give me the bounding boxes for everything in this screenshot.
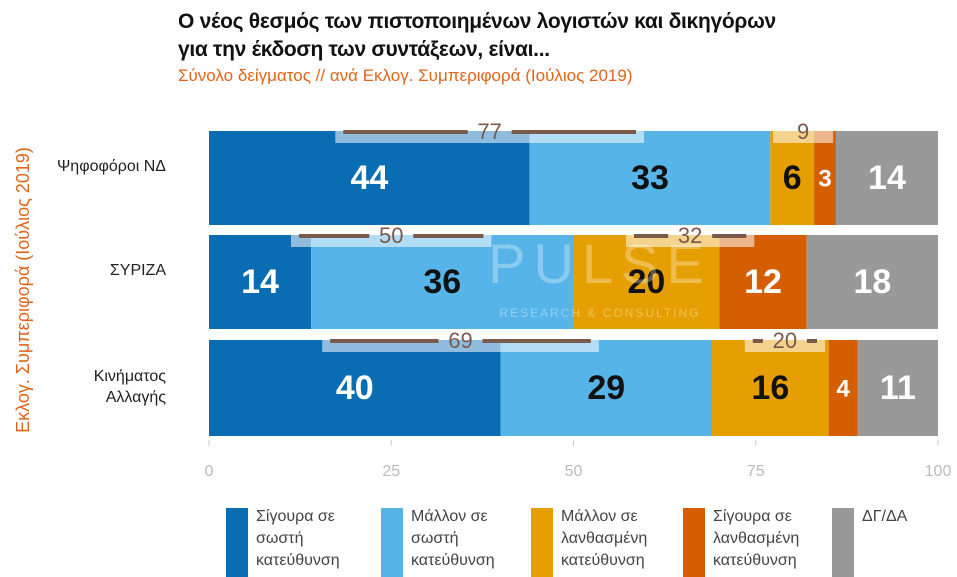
watermark: PULSE [488, 232, 712, 295]
legend-swatch [226, 508, 248, 577]
x-tick-label: 75 [747, 463, 765, 480]
bar-value-label: 11 [880, 369, 916, 407]
bar-segment [500, 340, 713, 436]
annotation-label: 20 [773, 328, 797, 353]
legend-swatch [531, 508, 553, 577]
legend-swatch [832, 508, 854, 577]
chart-subtitle: Σύνολο δείγματος // ανά Εκλογ. Συμπεριφο… [178, 66, 633, 85]
annotation-label: 9 [797, 119, 809, 144]
bar-value-label: 14 [241, 263, 279, 301]
annotation-box [335, 121, 645, 143]
x-tick-label: 50 [565, 463, 583, 480]
legend-swatch [381, 508, 403, 577]
watermark-sub: RESEARCH & CONSULTING [499, 306, 700, 320]
bar-segment [835, 131, 938, 225]
category-label: ΣΥΡΙΖΑ [109, 262, 166, 279]
annotation-label: 77 [477, 119, 501, 144]
annotation-box [322, 330, 599, 352]
bar-segment [573, 235, 720, 329]
bar-value-label: 20 [627, 263, 665, 301]
bar-segment [719, 235, 807, 329]
bar-value-label: 33 [631, 159, 669, 197]
y-axis-label: Εκλογ. Συμπεριφορά (Ιούλιος 2019) [13, 147, 33, 433]
annotation-box [744, 330, 826, 352]
legend-label: Σίγουρα σε σωστή κατεύθυνση [256, 508, 340, 569]
legend-label: Μάλλον σε λανθασμένη κατεύθυνση [561, 508, 648, 569]
bar-segment [209, 340, 501, 436]
bar-segment [311, 235, 574, 329]
bar-value-label: 36 [423, 263, 461, 301]
bar-segment [209, 131, 530, 225]
category-label: Κινήματος Αλλαγής [93, 368, 166, 406]
annotation-label: 50 [379, 223, 403, 248]
bar-value-label: 6 [783, 159, 802, 197]
legend-label: Μάλλον σε σωστή κατεύθυνση [411, 508, 495, 569]
annotation-box [773, 121, 834, 143]
x-tick-label: 25 [382, 463, 400, 480]
bar-segment [529, 131, 771, 225]
bar-segment [857, 340, 938, 436]
annotation-label: 69 [448, 328, 472, 353]
bar-value-label: 4 [837, 375, 851, 402]
bar-value-label: 44 [350, 159, 388, 197]
legend-swatch [683, 508, 705, 577]
bar-segment [770, 131, 815, 225]
chart-title: Ο νέος θεσμός των πιστοποιημένων λογιστώ… [178, 10, 776, 61]
bar-value-label: 12 [744, 263, 782, 301]
annotation-box [291, 225, 492, 247]
annotation-box [625, 225, 755, 247]
bar-segment [712, 340, 829, 436]
legend-label: ΔΓ/ΔΑ [862, 508, 908, 525]
bar-segment [806, 235, 938, 329]
bar-segment [209, 235, 312, 329]
legend-label: Σίγουρα σε λανθασμένη κατεύθυνση [713, 508, 800, 569]
x-tick-label: 100 [925, 463, 952, 480]
bar-value-label: 40 [336, 369, 374, 407]
x-tick-label: 0 [205, 463, 214, 480]
bar-segment [828, 340, 858, 436]
annotation-label: 32 [678, 223, 702, 248]
bar-value-label: 18 [853, 263, 891, 301]
bar-segment [814, 131, 836, 225]
bar-value-label: 29 [587, 369, 625, 407]
category-label: Ψηφοφόροι ΝΔ [56, 158, 166, 175]
bar-value-label: 14 [868, 159, 906, 197]
bar-value-label: 3 [818, 165, 831, 192]
bar-value-label: 16 [751, 369, 789, 407]
